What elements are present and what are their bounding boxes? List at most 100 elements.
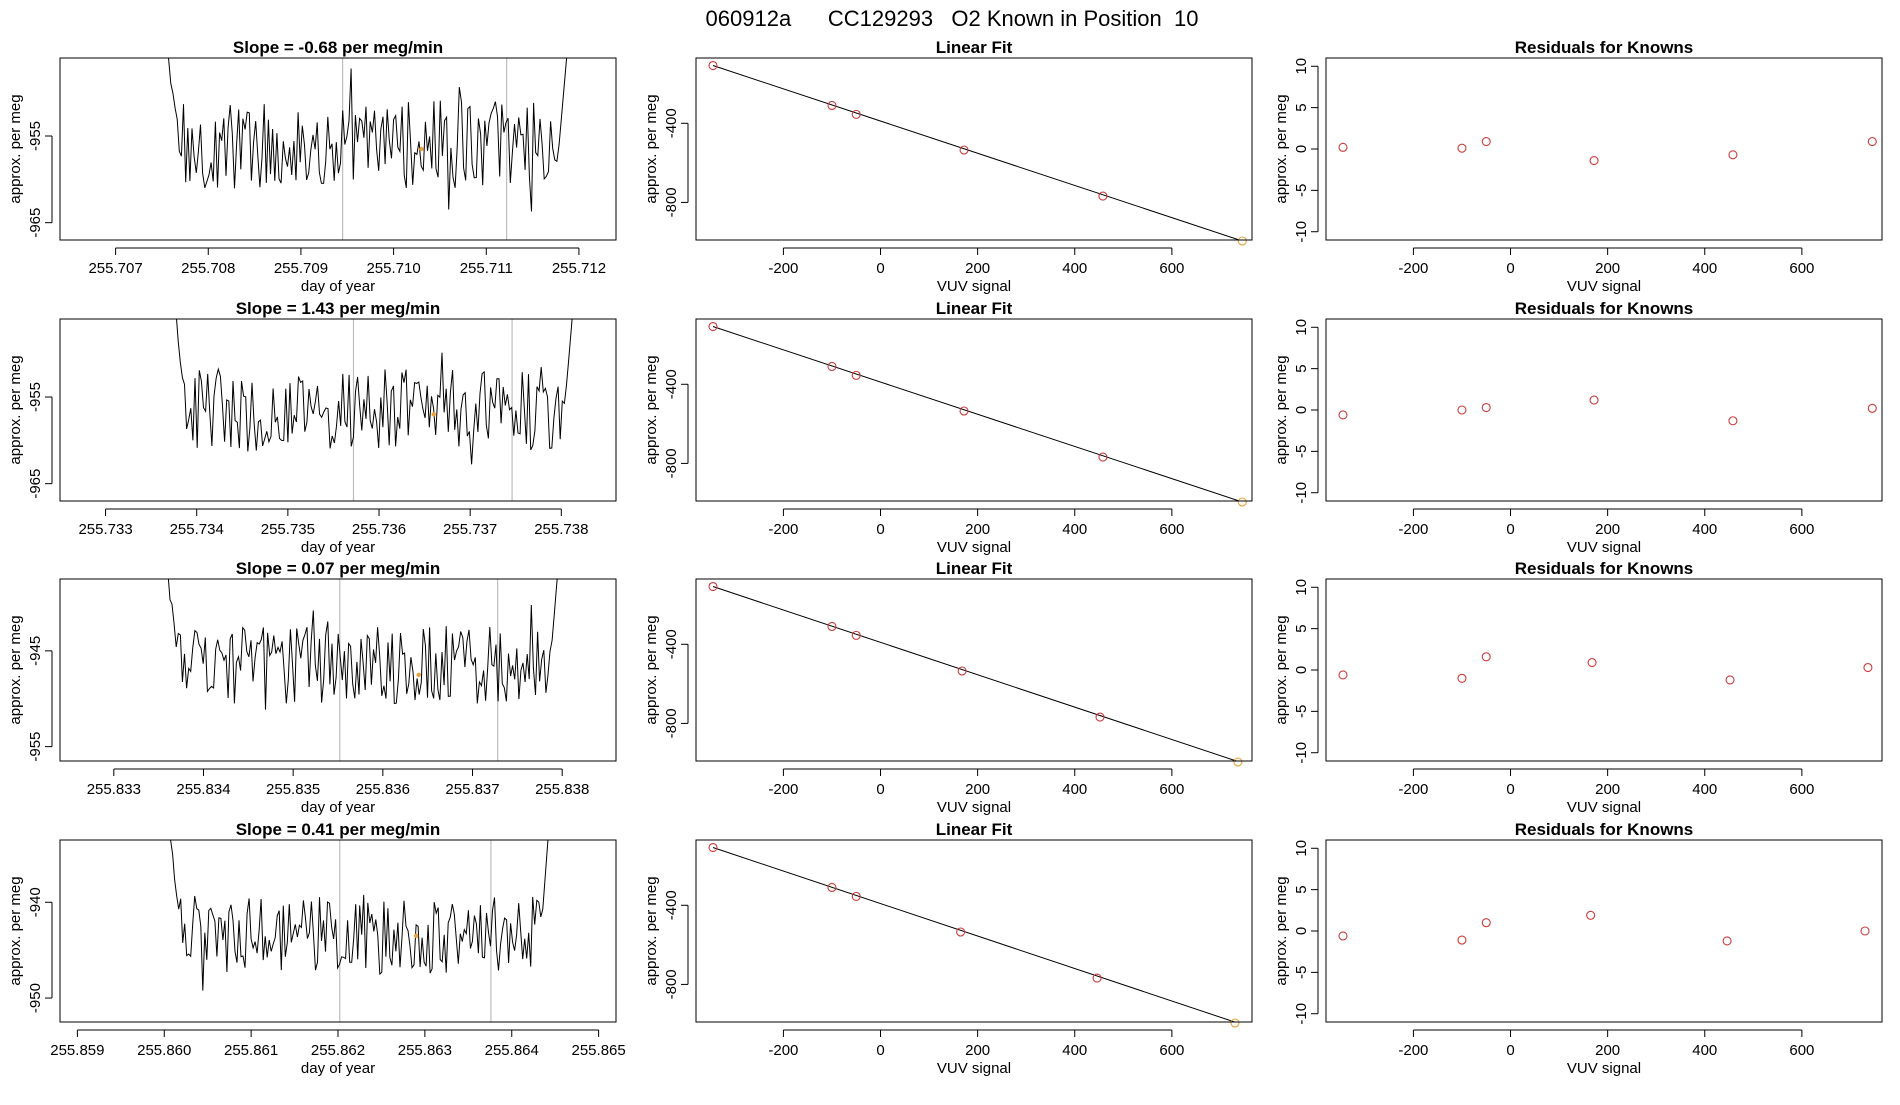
y-axis-label: approx. per meg — [7, 876, 24, 985]
data-point — [1725, 675, 1735, 685]
plot-area — [712, 847, 1237, 1022]
panel-r1-c1: Slope = -0.68 per meg/min 255.707 255.708 2… — [7, 38, 617, 295]
highlight-point — [419, 146, 424, 152]
x-tick-label: 255.710 — [366, 260, 420, 277]
data-point — [1481, 402, 1491, 413]
data-point — [1481, 652, 1491, 662]
x-tick-label: -200 — [1398, 521, 1428, 538]
data-point — [1098, 452, 1108, 462]
panel-title: Slope = 1.43 per meg/min — [236, 299, 441, 318]
data-point — [1338, 142, 1348, 152]
y-tick-label: -950 — [27, 983, 44, 1013]
x-tick-label: 200 — [965, 781, 990, 798]
x-tick-label: 0 — [1506, 260, 1514, 277]
data-point — [708, 321, 718, 332]
data-point — [1457, 405, 1467, 415]
x-tick-label: 400 — [1692, 260, 1717, 277]
data-point — [1457, 935, 1467, 945]
y-tick-label: 0 — [1293, 927, 1310, 935]
panel-r1-c2: Linear Fit -200 0 200 400 600 VUV signal -400 -8… — [643, 38, 1253, 295]
data-point — [1728, 416, 1738, 426]
x-tick-label: 0 — [876, 1042, 884, 1059]
y-tick-label: 10 — [1293, 840, 1310, 857]
data-point — [1481, 137, 1491, 147]
panel-r3-c3: Residuals for Knowns -200 0 200 400 600 VUV si… — [1273, 559, 1883, 816]
y-tick-label: 5 — [1293, 624, 1310, 632]
y-tick-label: -945 — [27, 636, 44, 666]
x-tick-label: 0 — [876, 781, 884, 798]
plot-frame — [695, 578, 1253, 762]
x-tick-label: 400 — [1692, 781, 1717, 798]
data-point — [1233, 757, 1243, 767]
plot-frame — [59, 318, 617, 502]
panel-r4-c3: Residuals for Knowns -200 0 200 400 600 VUV si… — [1273, 820, 1883, 1077]
data-point — [851, 630, 861, 640]
plot-area — [168, 58, 568, 212]
fit-line — [712, 65, 1241, 240]
x-axis-label: day of year — [301, 799, 375, 816]
panel-r4-c2: Linear Fit -200 0 200 400 600 VUV signal -400 -8… — [643, 820, 1253, 1077]
x-tick-label: 600 — [1159, 260, 1184, 277]
data-point — [1589, 156, 1599, 166]
data-trace — [168, 58, 568, 212]
plot-frame — [59, 839, 617, 1023]
x-axis-label: VUV signal — [937, 799, 1011, 816]
y-tick-label: 10 — [1293, 579, 1310, 596]
x-tick-label: 255.834 — [176, 781, 230, 798]
panel-r3-c2: Linear Fit -200 0 200 400 600 VUV signal -400 -8… — [643, 559, 1253, 816]
y-axis-label: approx. per meg — [7, 355, 24, 464]
data-point — [1586, 910, 1596, 920]
x-tick-label: 255.838 — [535, 781, 589, 798]
data-point — [956, 927, 966, 937]
x-tick-label: 600 — [1789, 1042, 1814, 1059]
x-axis-label: VUV signal — [937, 278, 1011, 295]
x-tick-label: 200 — [965, 1042, 990, 1059]
x-tick-label: 400 — [1062, 260, 1087, 277]
fit-line — [712, 847, 1237, 1022]
data-point — [1587, 658, 1597, 668]
x-tick-label: 255.712 — [552, 260, 606, 277]
y-axis-label: approx. per meg — [643, 94, 660, 203]
data-point — [827, 361, 837, 372]
y-tick-label: -10 — [1293, 221, 1310, 243]
data-point — [827, 621, 837, 632]
page-title: 060912a CC129293 O2 Known in Position 10 — [706, 6, 1199, 31]
plot-area — [167, 579, 558, 710]
data-point — [708, 581, 718, 592]
x-tick-label: 200 — [965, 521, 990, 538]
y-tick-label: -5 — [1293, 445, 1310, 458]
y-tick-label: -800 — [663, 708, 680, 738]
x-tick-label: 200 — [1595, 521, 1620, 538]
x-tick-label: 200 — [1595, 781, 1620, 798]
x-tick-label: 400 — [1062, 1042, 1087, 1059]
panel-title: Residuals for Knowns — [1515, 559, 1694, 578]
plot-frame — [695, 839, 1253, 1023]
x-tick-label: 255.864 — [485, 1042, 539, 1059]
x-tick-label: 0 — [1506, 1042, 1514, 1059]
panel-title: Linear Fit — [936, 38, 1013, 57]
panel-r3-c1: Slope = 0.07 per meg/min 255.833 255.834 25… — [7, 559, 617, 816]
data-point — [1722, 936, 1732, 946]
y-tick-label: -955 — [27, 121, 44, 151]
x-tick-label: 255.860 — [137, 1042, 191, 1059]
highlight-point — [416, 672, 421, 677]
x-tick-label: 255.737 — [443, 521, 497, 538]
plot-frame — [1325, 578, 1883, 762]
y-axis-label: approx. per meg — [1273, 876, 1290, 985]
x-tick-label: 600 — [1789, 521, 1814, 538]
y-axis-label: approx. per meg — [643, 876, 660, 985]
panel-r2-c3: Residuals for Knowns -200 0 200 400 600 VUV si… — [1273, 299, 1883, 556]
data-point — [1092, 973, 1102, 983]
data-point — [959, 406, 969, 416]
y-axis-label: approx. per meg — [643, 355, 660, 464]
data-point — [1457, 143, 1467, 153]
x-tick-label: 255.735 — [261, 521, 315, 538]
x-tick-label: -200 — [1398, 781, 1428, 798]
y-tick-label: 5 — [1293, 885, 1310, 893]
plot-frame — [1325, 57, 1883, 241]
data-point — [1230, 1018, 1240, 1028]
x-tick-label: -200 — [768, 781, 798, 798]
panel-r4-c1: Slope = 0.41 per meg/min 255.859 255.860 25… — [7, 820, 626, 1077]
y-tick-label: -940 — [27, 887, 44, 917]
